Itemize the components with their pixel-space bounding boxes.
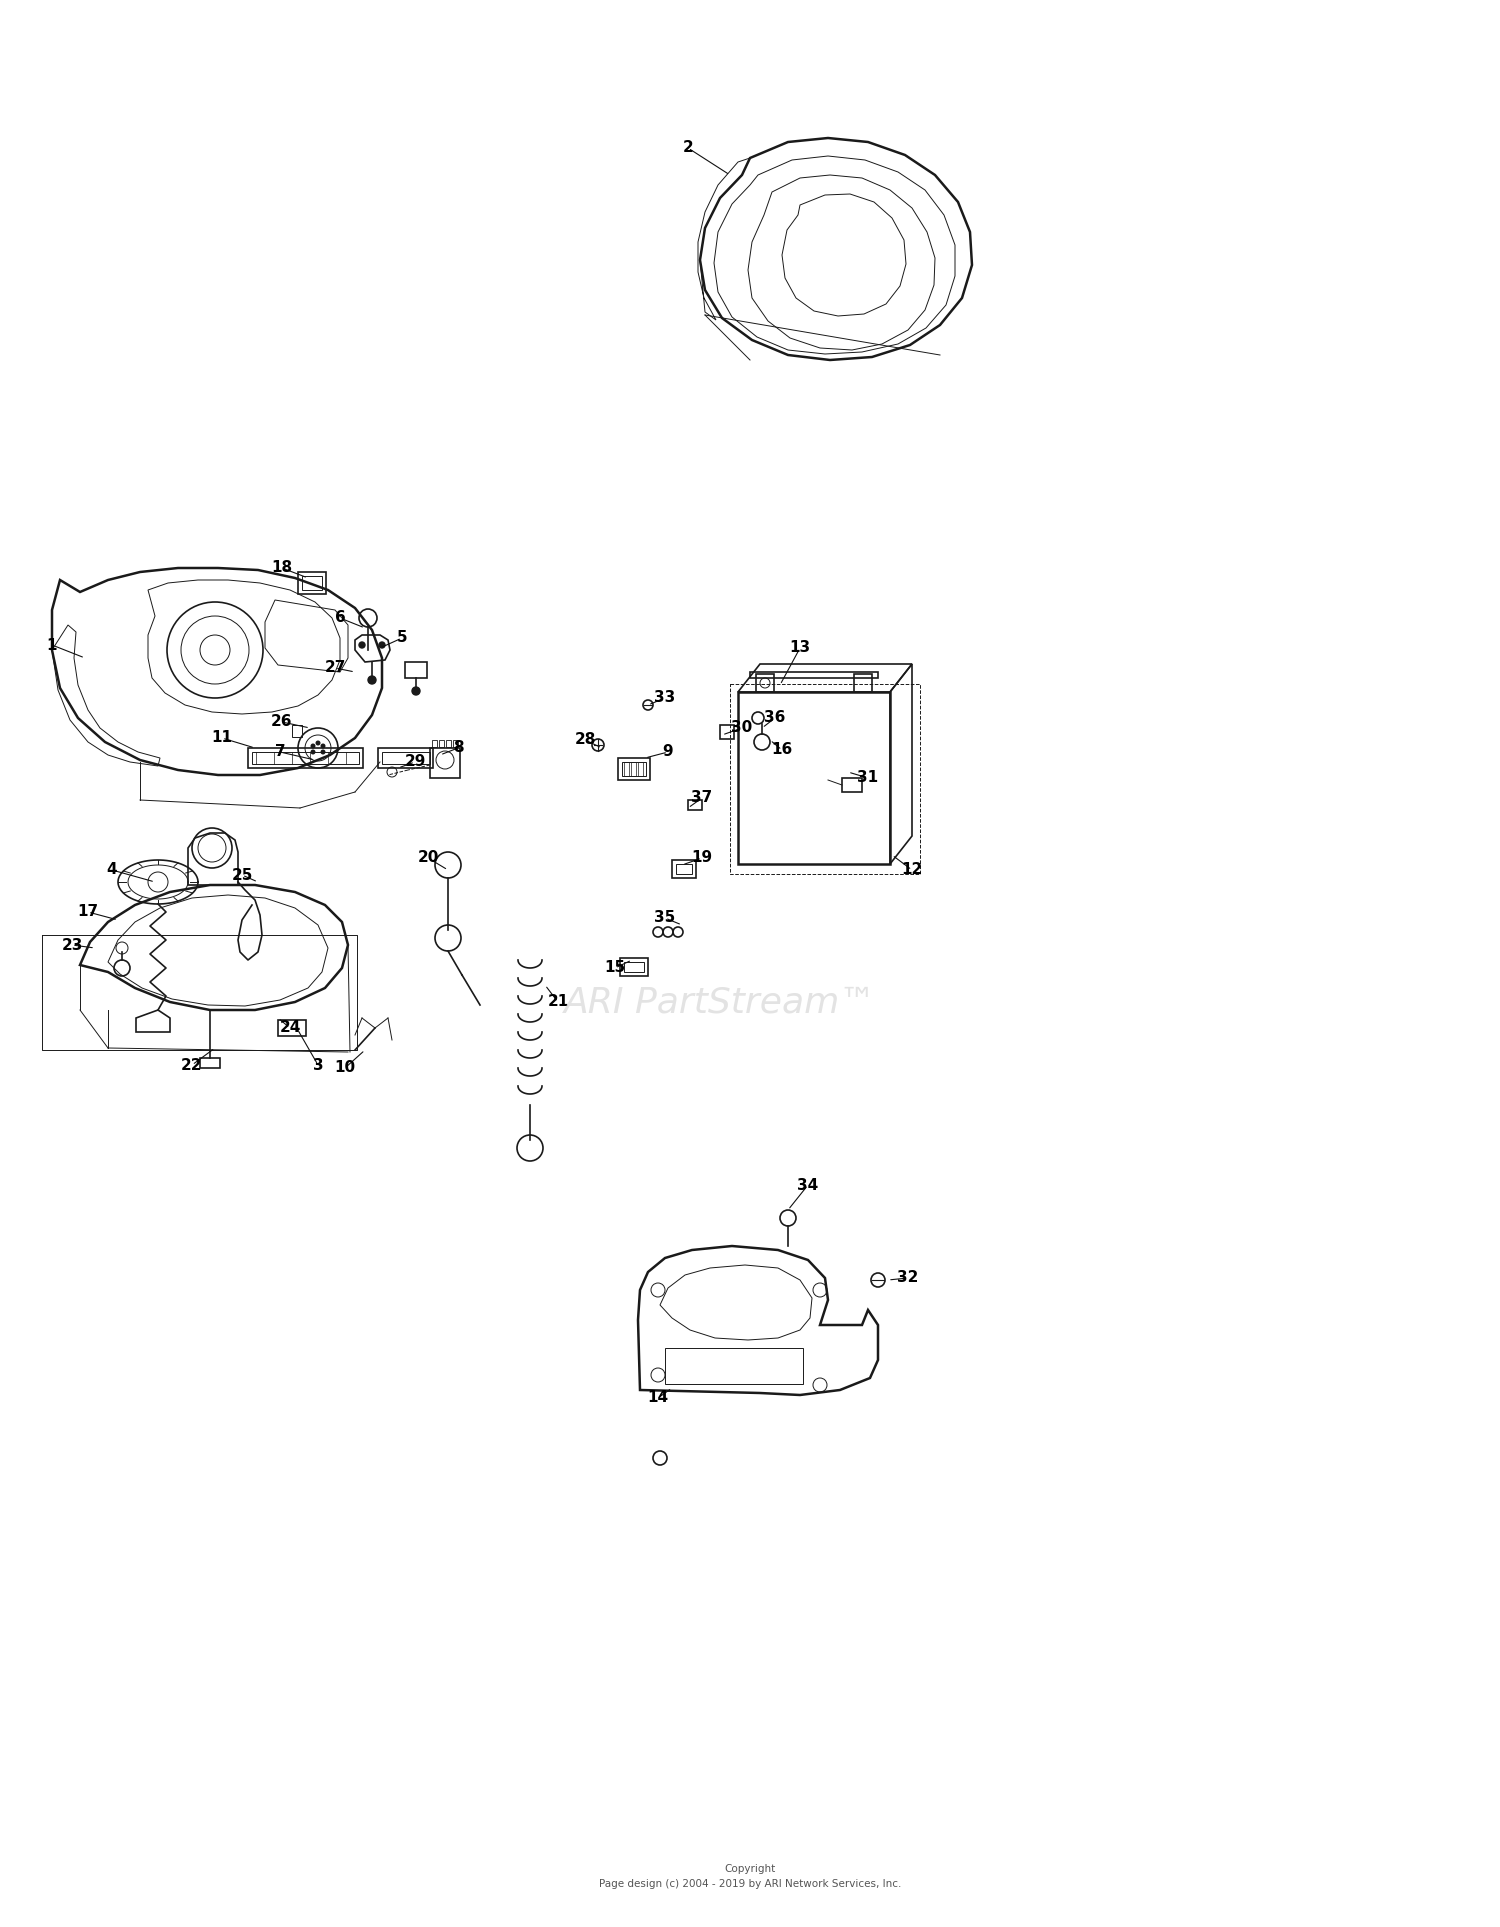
Text: 37: 37: [692, 790, 712, 805]
Text: 27: 27: [324, 661, 345, 676]
Circle shape: [321, 744, 326, 748]
Bar: [278, 1019, 306, 1037]
Circle shape: [358, 642, 364, 647]
Circle shape: [315, 740, 321, 746]
Circle shape: [380, 642, 386, 647]
Bar: [405, 663, 427, 678]
Circle shape: [368, 676, 376, 684]
Text: 2: 2: [682, 141, 693, 156]
Text: 18: 18: [272, 561, 292, 576]
Text: 8: 8: [453, 740, 464, 755]
Text: 6: 6: [334, 611, 345, 626]
Text: 20: 20: [417, 850, 438, 865]
Text: 4: 4: [106, 863, 117, 877]
Text: 16: 16: [771, 742, 792, 757]
Bar: [672, 859, 696, 879]
Bar: [620, 958, 648, 975]
Bar: [624, 761, 628, 777]
Text: 26: 26: [272, 715, 292, 730]
Text: 3: 3: [312, 1058, 324, 1073]
Bar: [750, 673, 878, 678]
Text: 36: 36: [765, 711, 786, 725]
Text: 17: 17: [78, 904, 99, 919]
Bar: [453, 740, 458, 748]
Bar: [664, 1349, 802, 1384]
Text: Copyright
Page design (c) 2004 - 2019 by ARI Network Services, Inc.: Copyright Page design (c) 2004 - 2019 by…: [598, 1865, 902, 1888]
Text: 5: 5: [396, 630, 408, 646]
Bar: [756, 674, 774, 692]
Bar: [638, 761, 644, 777]
Circle shape: [321, 750, 326, 755]
Text: 33: 33: [654, 690, 675, 705]
Text: 23: 23: [62, 938, 82, 952]
Text: 30: 30: [732, 721, 753, 736]
Bar: [624, 962, 644, 971]
Text: 10: 10: [334, 1060, 356, 1075]
Text: 25: 25: [231, 867, 252, 883]
Text: 12: 12: [902, 863, 922, 877]
Text: 28: 28: [574, 732, 596, 748]
Text: 15: 15: [604, 960, 625, 975]
Bar: [302, 576, 322, 590]
Text: 29: 29: [405, 755, 426, 769]
Bar: [720, 725, 734, 738]
Bar: [853, 674, 871, 692]
Text: 32: 32: [897, 1270, 918, 1285]
Text: 11: 11: [211, 730, 232, 746]
Text: 31: 31: [858, 771, 879, 786]
Bar: [430, 748, 460, 779]
Bar: [200, 1058, 220, 1068]
Text: 21: 21: [548, 994, 568, 1010]
Text: 35: 35: [654, 910, 675, 925]
Text: 22: 22: [182, 1058, 203, 1073]
Bar: [632, 761, 636, 777]
Bar: [292, 725, 302, 736]
Circle shape: [310, 750, 315, 755]
Bar: [432, 740, 436, 748]
Text: 7: 7: [274, 744, 285, 759]
Bar: [382, 752, 430, 763]
Bar: [440, 740, 444, 748]
Bar: [298, 572, 326, 594]
Text: ARI PartStream™: ARI PartStream™: [564, 985, 876, 1019]
Text: 19: 19: [692, 850, 712, 865]
Circle shape: [413, 688, 420, 696]
Bar: [842, 779, 862, 792]
Text: 9: 9: [663, 744, 674, 759]
Bar: [248, 748, 363, 769]
Text: 14: 14: [648, 1391, 669, 1405]
Bar: [622, 761, 646, 777]
Text: 13: 13: [789, 640, 810, 655]
Bar: [252, 752, 358, 763]
Bar: [738, 692, 890, 863]
Text: 34: 34: [798, 1177, 819, 1193]
Bar: [618, 757, 650, 780]
Bar: [730, 684, 920, 875]
Bar: [676, 863, 692, 875]
Text: 1: 1: [46, 638, 57, 653]
Bar: [446, 740, 452, 748]
Bar: [688, 800, 702, 809]
Text: 24: 24: [279, 1021, 300, 1035]
Circle shape: [310, 744, 315, 748]
Bar: [378, 748, 433, 769]
